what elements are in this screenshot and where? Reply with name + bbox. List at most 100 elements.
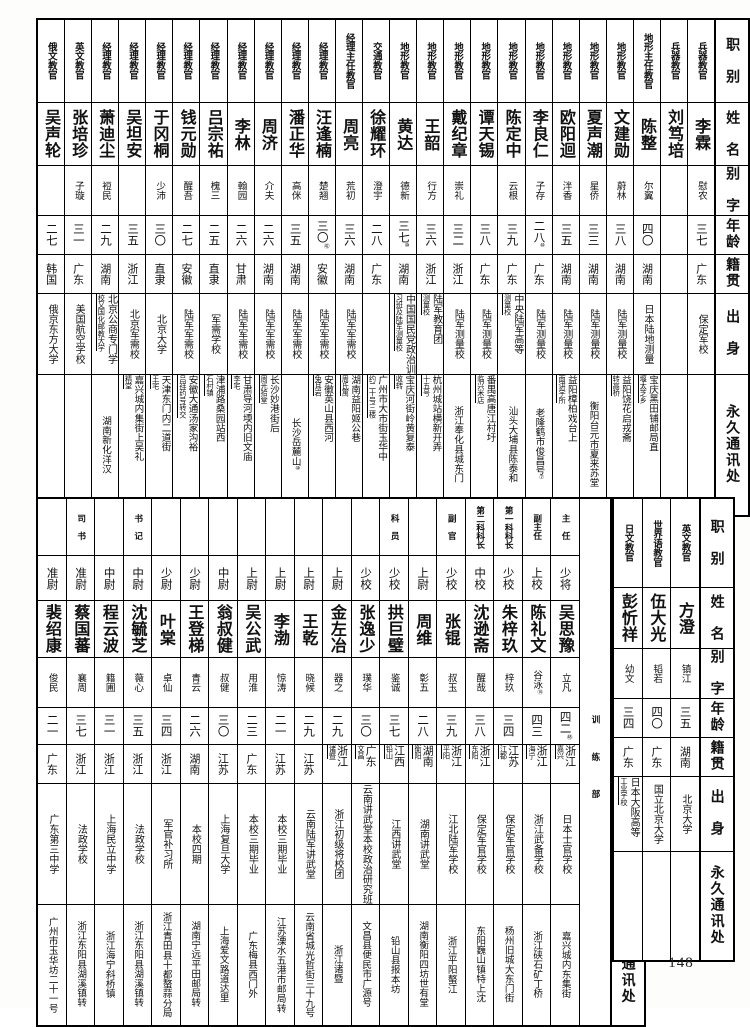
cell-age: 三七: [379, 706, 409, 745]
row-province: 广东 浙江 浙江 浙江 浙江 湖南 江苏 广东 江苏 江苏 浙江 诸暨 广东 文昌 江西 铅山 湖南 衡阳 浙江 平阳…: [36, 743, 645, 784]
cell-text: 慰农: [695, 180, 707, 200]
cell-text: 广东: [694, 262, 708, 285]
cell-rank: 准尉: [36, 555, 67, 601]
cell-name: 吕宗祐: [199, 102, 228, 166]
cell-text: 经理教官: [289, 42, 301, 80]
cell-text: 吴思豫: [555, 604, 575, 654]
cell-inner: 科 员: [380, 499, 407, 555]
cell-text-sub: 石村镇: [204, 374, 215, 397]
cell-inner: 器之: [323, 658, 350, 706]
cell-text-main: 宝庆河街岭黄复泰: [403, 374, 415, 452]
cell-name: 陈整: [632, 102, 661, 166]
row-age: 二一三七三一三五三四二六三〇二三二一二九二九三〇三七二八三九三八三四四三四二㊽年…: [36, 706, 645, 745]
cell-age: 三四: [151, 706, 181, 745]
cell-inner: 三七: [688, 216, 714, 253]
cell-text: 三〇㊷: [315, 220, 330, 249]
cell-inner: 军官补习所: [152, 784, 179, 903]
cell-inner: 经理教官: [309, 20, 334, 102]
cell-text: 四〇: [650, 706, 665, 730]
cell-title: 地形教官: [416, 18, 445, 103]
cell-inner: 二八: [364, 216, 389, 253]
cell-text: 俄京东方大学: [46, 303, 58, 364]
cell-name: 文建勋: [605, 102, 634, 166]
cell-text: 副主任: [531, 514, 542, 540]
cell-inner: 张逸少: [352, 602, 379, 657]
annotation-marker: ㊽: [565, 734, 572, 740]
cell-text: 云根: [506, 180, 518, 200]
cell-name: 张培珍: [64, 102, 93, 166]
cell-text: 广东: [532, 262, 546, 285]
cell-address: [686, 373, 716, 517]
cell-inner: 二六: [255, 216, 280, 253]
cell-alias: 镇江: [670, 648, 700, 699]
cell-address: 广东梅县西门外: [236, 903, 266, 1027]
cell-inner: 二六: [228, 216, 253, 253]
cell-inner: 韬若: [643, 649, 670, 697]
cell-education: 上海复旦大学: [208, 782, 238, 905]
cell-inner: 地形教官: [418, 20, 443, 102]
row-education: 俄京东方大学 美国航空学校 北京公商专门学 校又国化邮教大学 北京军需校 北京大学 陆军军需…: [36, 292, 750, 375]
cell-text: 陆军军需校: [344, 308, 356, 359]
cell-text: 地形教官: [560, 42, 572, 80]
cell-title: 交通教官: [361, 18, 391, 103]
cell-inner: 三四: [494, 708, 521, 743]
cell-text: 谷泳⑭: [531, 669, 543, 695]
cell-name: 戴纪章: [443, 102, 472, 166]
cell-name: 周济: [253, 102, 282, 166]
cell-inner: 浙江东阳县湖溪镇转: [67, 905, 94, 1025]
cell-text: 衡阳台元市夏来苏堂: [587, 401, 599, 488]
cell-title: 经理教官: [145, 18, 174, 103]
cell-text-main: 湖南: [421, 744, 435, 767]
cell-inner: [409, 499, 436, 555]
cell-inner: 蔡国蕃: [67, 602, 94, 657]
cell-text: 英文教官: [679, 524, 691, 562]
cell-inner: 四〇: [634, 216, 659, 253]
cell-education: 军需学校: [199, 292, 228, 375]
cell-inner: 广东: [364, 255, 389, 292]
cell-text: 三八: [613, 223, 628, 247]
cell-inner: 广东第三中学: [38, 784, 65, 903]
cell-inner: 二一: [38, 708, 65, 743]
cell-inner: 二九: [93, 216, 118, 253]
cell-text: 别 字: [708, 649, 725, 698]
cell-title: 地形教官: [389, 18, 418, 103]
cell-inner: 浙江: [152, 745, 179, 782]
cell-inner: 李霖: [688, 104, 714, 165]
cell-alias: 鉴诚: [379, 657, 409, 708]
cell-text: 经理教官: [316, 42, 328, 80]
cell-title: 日文教官: [612, 497, 643, 588]
cell-inner: 地形教官: [499, 20, 524, 102]
split-cell: 陆军教育团 测量校: [418, 294, 443, 373]
cell-inner: 兵器教官: [661, 20, 686, 102]
cell-age: 三九: [436, 706, 466, 745]
cell-address: 广州市玉华坊二十一号: [36, 903, 67, 1027]
cell-inner: 楚翘: [309, 166, 334, 214]
cell-province: 广东: [686, 253, 716, 294]
cell-text: 少校: [387, 566, 402, 590]
cell-province: 甘肃: [226, 253, 255, 294]
cell-inner: 韩国: [38, 255, 64, 292]
cell-address: 湖南宁远平田邮局转: [179, 903, 209, 1027]
cell-inner: [238, 499, 265, 555]
cell-title: 经理教官: [253, 18, 282, 103]
cell-text: 四二㊽: [558, 711, 573, 740]
cell-inner: 陆军军需校: [255, 294, 280, 373]
cell-inner: [614, 852, 641, 960]
cell-province: 广东: [497, 253, 526, 294]
cell-inner: 主 任: [551, 499, 578, 555]
cell-text: 少校: [501, 566, 516, 590]
cell-inner: 陆军测量校: [526, 294, 551, 373]
cell-address: 广州市大市街玉华中 约二十号三楼: [361, 373, 391, 517]
cell-inner: 北京大学: [672, 777, 699, 850]
cell-text: 浙江: [159, 752, 173, 775]
cell-inner: 三九: [499, 216, 524, 253]
cell-inner: 嘉兴城内集街上吴礼 精堂: [120, 375, 145, 515]
cell-inner: 鉴诚: [380, 658, 407, 706]
cell-text: 惊涛: [274, 672, 286, 692]
cell-inner: 晓候: [295, 658, 322, 706]
cell-age: 三八: [464, 706, 494, 745]
cell-inner: 经理教官: [120, 20, 145, 102]
cell-text: 二八⑩: [532, 220, 547, 250]
cell-text: 书 记: [132, 514, 143, 540]
cell-alias: 介夫: [253, 165, 282, 216]
